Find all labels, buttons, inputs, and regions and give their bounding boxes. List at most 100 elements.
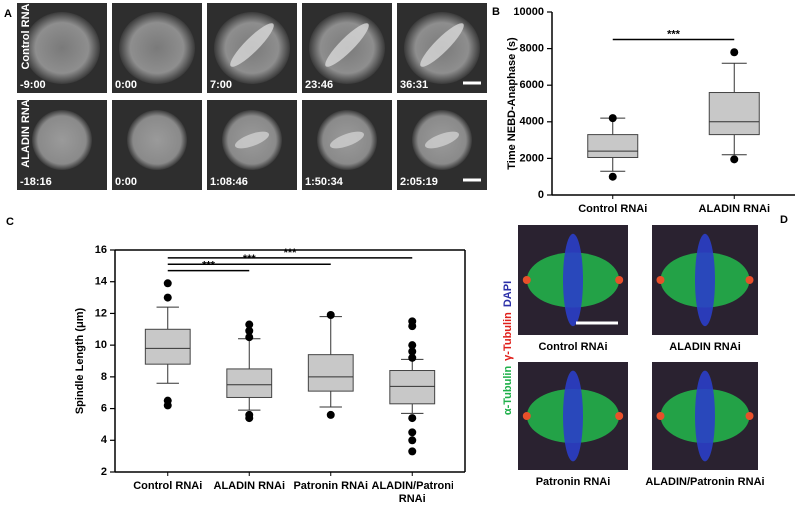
pole [745,412,754,420]
caption: Control RNAi [538,341,608,353]
time-label: 36:31 [400,79,428,91]
cell [119,12,195,84]
time-label: 0:00 [115,79,137,91]
y-tick-label: 6 [101,402,107,414]
outlier [163,279,172,288]
caption: ALADIN RNAi [669,341,741,353]
chromosomes [695,233,715,327]
y-tick-label: 14 [95,276,108,288]
outlier [408,322,417,331]
time-label: 1:50:34 [305,176,344,188]
x-tick-label: ALADIN RNAi [214,480,286,492]
outlier [163,293,172,302]
cell [24,12,100,84]
box [389,370,436,405]
outlier [163,401,172,410]
spindle [424,131,460,149]
stain-name: DAPI [502,281,514,307]
spindle [234,131,270,149]
y-tick-label: 16 [95,244,107,256]
outlier [408,347,417,356]
significance-label: *** [667,28,681,40]
chromosomes [563,233,583,327]
outlier [408,428,417,437]
y-tick-label: 8000 [520,43,544,55]
panel-label: C [6,216,14,228]
panel-label: A [4,8,12,20]
y-tick-label: 10 [95,339,107,351]
x-tick-label: Control RNAi [578,203,648,215]
category-label: Control RNAi [133,480,203,492]
box [708,92,760,136]
box [226,368,273,398]
category-label: Patronin RNAi [293,480,369,492]
time-label: -18:16 [20,176,52,188]
caption: Patronin RNAi [536,476,611,488]
outlier [730,48,739,57]
outlier [245,320,254,329]
x-tick-label: Patronin RNAi [293,480,369,492]
y-tick-label: 10000 [513,6,544,18]
cell [127,110,187,170]
y-tick-label: 4000 [520,116,544,128]
outlier [408,436,417,445]
x-tick-label: Control RNAi [133,480,203,492]
outlier [408,447,417,456]
stain-name: α-Tubulin [502,366,514,416]
stain-legend: α-Tubulin γ-Tubulin DAPI [502,281,514,415]
outlier [245,333,254,342]
time-label: 0:00 [115,176,137,188]
y-axis-label: Time NEBD-Anaphase (s) [506,37,518,170]
caption-text: Control RNAi [538,341,608,353]
outlier [326,410,335,419]
time-label: -9:00 [20,79,46,91]
pole [656,412,665,420]
caption: ALADIN/Patronin RNAi [645,476,764,488]
pole [745,276,754,284]
x-tick-label: ALADIN/Patronin RNAi [371,480,454,505]
y-tick-label: 6000 [520,79,544,91]
outlier [326,311,335,320]
pole [522,276,531,284]
box [144,328,191,365]
cell [32,110,92,170]
pole [522,412,531,420]
category-label: Control RNAi [578,203,648,215]
y-tick-label: 0 [538,189,544,201]
spindle [420,23,464,67]
outlier [408,414,417,423]
pole [615,276,624,284]
caption-text: ALADIN RNAi [669,341,741,353]
outlier [608,172,617,181]
spindle [329,131,365,149]
chromosomes [563,370,583,462]
time-label: 2:05:19 [400,176,438,188]
y-axis-label: Spindle Length (μm) [74,308,86,415]
outlier [730,155,739,164]
box [587,134,639,158]
panel-label: D [780,214,788,226]
outlier [408,341,417,350]
outlier [245,326,254,335]
row-label: Control RNAi [20,0,32,69]
significance-label: *** [284,247,298,259]
row-label: ALADIN RNAi [20,96,32,168]
y-tick-label: 2000 [520,152,544,164]
y-tick-label: 4 [101,434,108,446]
category-label: ALADIN/Patronin RNAi [371,480,454,505]
outlier [245,414,254,423]
spindle [325,23,369,67]
significance-label: *** [243,253,257,265]
significance-label: *** [202,260,216,272]
outlier [408,353,417,362]
x-tick-label: ALADIN RNAi [698,203,771,215]
pole [656,276,665,284]
outlier [608,114,617,123]
time-label: 7:00 [210,79,232,91]
category-label: ALADIN RNAi [698,203,771,215]
y-tick-label: 8 [101,371,107,383]
panel-label: B [492,6,500,18]
y-tick-label: 12 [95,307,107,319]
y-tick-label: 2 [101,466,107,478]
